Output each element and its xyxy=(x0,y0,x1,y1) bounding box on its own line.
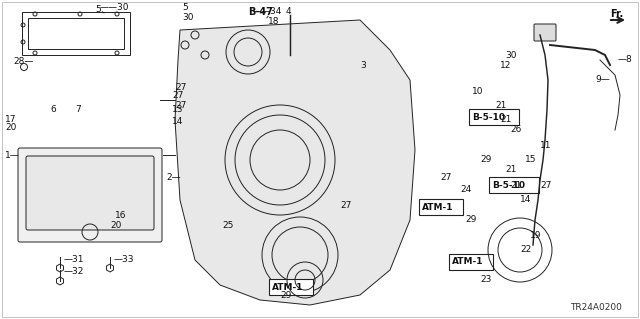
Text: 27: 27 xyxy=(440,174,451,182)
Text: 27: 27 xyxy=(175,84,186,93)
Text: 4: 4 xyxy=(286,8,292,17)
Text: B-5-10: B-5-10 xyxy=(472,113,505,122)
Polygon shape xyxy=(175,20,415,305)
Text: 2—: 2— xyxy=(166,174,180,182)
Text: 19: 19 xyxy=(530,231,541,240)
Text: 27: 27 xyxy=(540,181,552,189)
Text: 7: 7 xyxy=(75,106,81,115)
FancyBboxPatch shape xyxy=(419,199,463,215)
FancyBboxPatch shape xyxy=(469,109,519,125)
Text: 11: 11 xyxy=(540,140,552,150)
Text: 5: 5 xyxy=(95,5,100,14)
Text: 21: 21 xyxy=(505,166,516,174)
Text: 25: 25 xyxy=(222,220,234,229)
Text: TR24A0200: TR24A0200 xyxy=(570,302,622,311)
Text: 30: 30 xyxy=(182,13,193,23)
Text: 27: 27 xyxy=(340,201,351,210)
Text: —31: —31 xyxy=(64,255,84,263)
Text: 30: 30 xyxy=(505,50,516,60)
Text: 13: 13 xyxy=(172,106,184,115)
FancyBboxPatch shape xyxy=(26,156,154,230)
FancyBboxPatch shape xyxy=(534,24,556,41)
Text: B-47: B-47 xyxy=(248,7,273,17)
Text: 27: 27 xyxy=(175,100,186,109)
Text: 20: 20 xyxy=(110,220,122,229)
Text: 9—: 9— xyxy=(595,76,610,85)
Text: ——30: ——30 xyxy=(100,4,129,12)
Text: 17: 17 xyxy=(5,115,17,124)
Text: 29: 29 xyxy=(480,155,492,165)
Text: 29: 29 xyxy=(280,291,291,300)
Text: Fr.: Fr. xyxy=(610,9,623,19)
Text: 12: 12 xyxy=(500,61,511,70)
Text: 18: 18 xyxy=(268,18,280,26)
Text: 20: 20 xyxy=(5,123,17,132)
Text: 10: 10 xyxy=(472,87,483,97)
Text: —8: —8 xyxy=(618,56,633,64)
Text: 21: 21 xyxy=(510,181,522,189)
Text: ATM-1: ATM-1 xyxy=(272,283,303,292)
Text: —33: —33 xyxy=(114,255,134,263)
Text: 1—: 1— xyxy=(5,151,20,160)
Text: 26: 26 xyxy=(510,125,522,135)
FancyBboxPatch shape xyxy=(449,254,493,270)
Text: 28—: 28— xyxy=(13,57,33,66)
Text: 3: 3 xyxy=(360,61,365,70)
Text: 5: 5 xyxy=(182,4,188,12)
Text: 14: 14 xyxy=(172,117,184,127)
Text: 15: 15 xyxy=(525,155,536,165)
Text: B-5-10: B-5-10 xyxy=(492,181,525,189)
Text: 23: 23 xyxy=(480,276,492,285)
Text: 27: 27 xyxy=(172,91,184,100)
Text: ATM-1: ATM-1 xyxy=(452,257,483,266)
Text: 16: 16 xyxy=(115,211,127,219)
Text: 24: 24 xyxy=(460,186,471,195)
Text: 21: 21 xyxy=(495,100,506,109)
FancyBboxPatch shape xyxy=(489,177,539,193)
Text: 21: 21 xyxy=(500,115,511,124)
Text: ——34: ——34 xyxy=(253,8,282,17)
FancyBboxPatch shape xyxy=(269,279,313,295)
Text: 29: 29 xyxy=(465,216,476,225)
Text: 14: 14 xyxy=(520,196,531,204)
Text: ATM-1: ATM-1 xyxy=(422,203,454,211)
Text: 22: 22 xyxy=(520,246,531,255)
Text: 6: 6 xyxy=(50,106,56,115)
Text: —32: —32 xyxy=(64,268,84,277)
FancyBboxPatch shape xyxy=(18,148,162,242)
